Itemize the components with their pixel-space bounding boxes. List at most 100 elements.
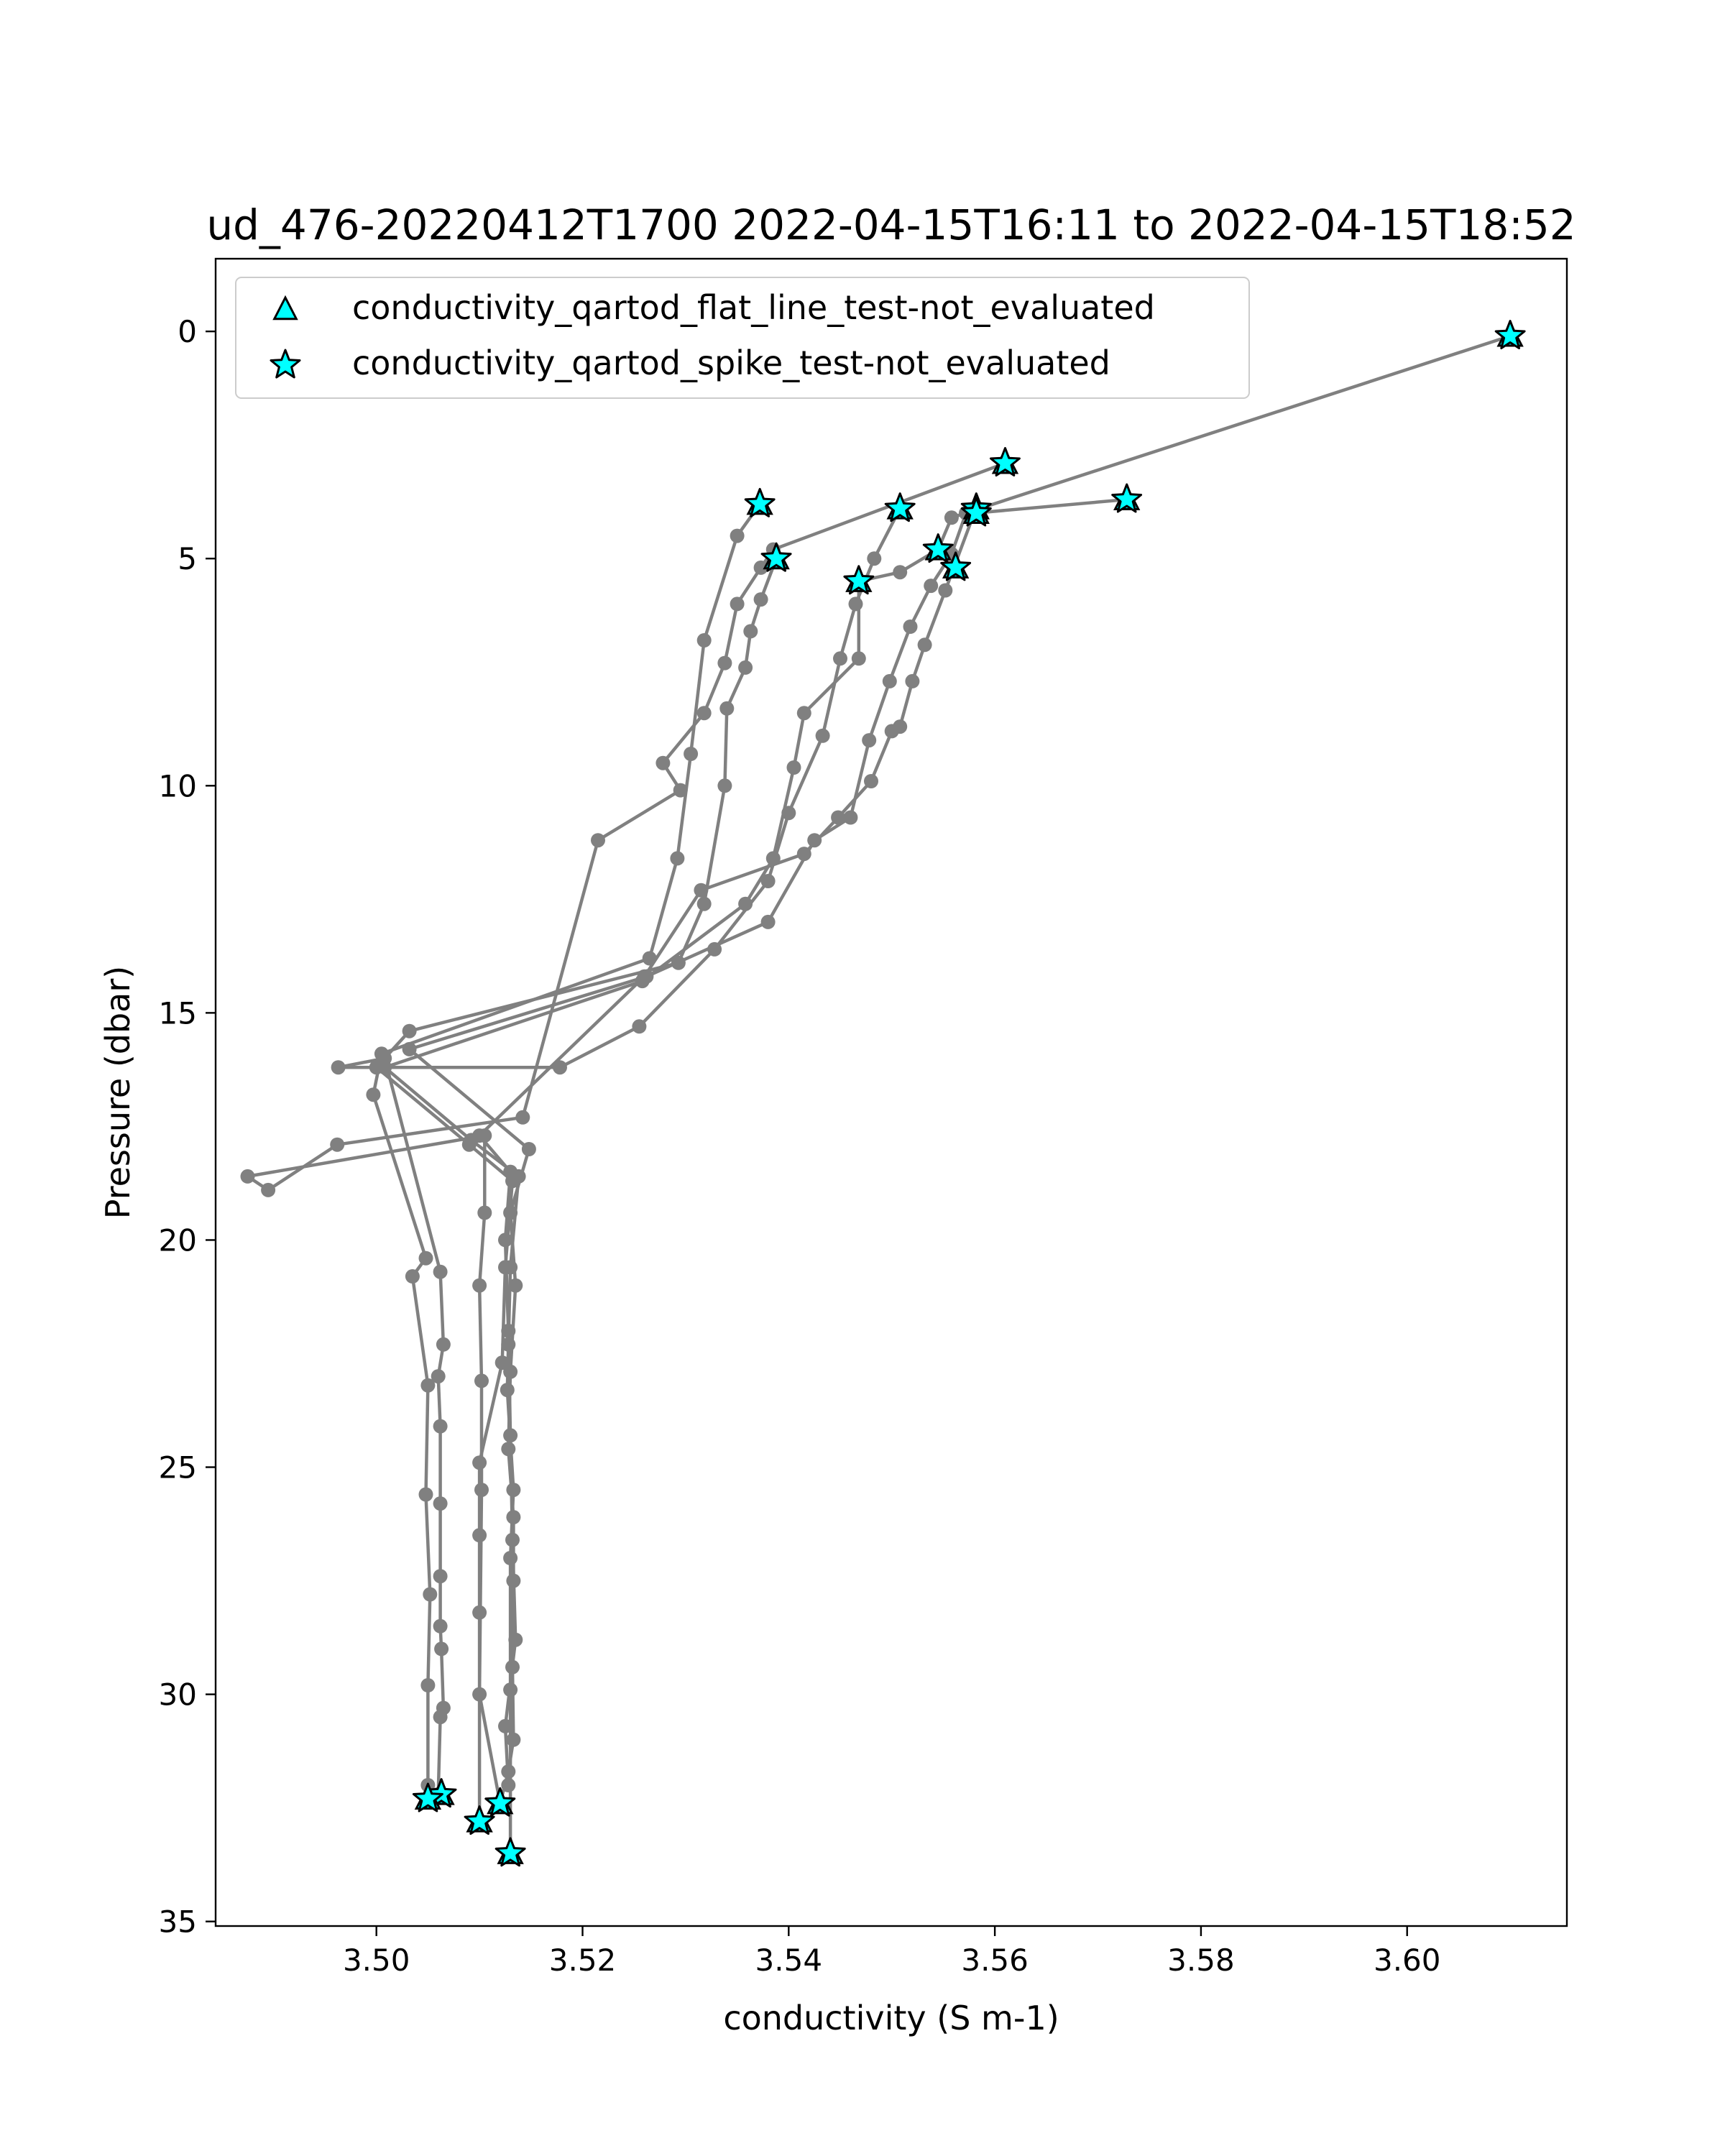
y-tick-label: 35: [159, 1904, 197, 1940]
data-point: [786, 760, 801, 775]
data-point: [843, 810, 858, 825]
spike-flag-marker: [960, 497, 992, 527]
data-point: [903, 619, 918, 634]
data-point: [694, 883, 709, 898]
spike-flag-marker: [1111, 483, 1143, 513]
data-point: [433, 1419, 448, 1434]
data-point: [506, 1732, 521, 1747]
data-point: [418, 1250, 433, 1266]
data-point: [433, 1264, 448, 1279]
data-point: [515, 1110, 530, 1125]
spike-flag-marker: [922, 533, 954, 563]
data-point: [433, 1618, 448, 1634]
x-tick-label: 3.54: [755, 1943, 823, 1978]
data-point: [464, 1133, 479, 1148]
spike-flag-marker: [1494, 320, 1526, 349]
data-point: [433, 1569, 448, 1584]
data-point: [553, 1060, 567, 1075]
data-point: [402, 1041, 417, 1056]
data-point: [472, 1528, 487, 1543]
data-point: [501, 1442, 516, 1457]
legend-star-shape: [270, 349, 301, 379]
data-point: [431, 1369, 446, 1384]
x-tick-label: 3.50: [343, 1943, 410, 1978]
data-point: [765, 851, 781, 866]
data-point: [730, 528, 745, 543]
legend-entry-spike: conductivity_qartod_spike_test-not_evalu…: [352, 344, 1110, 382]
data-point: [418, 1487, 433, 1502]
x-tick-label: 3.60: [1374, 1943, 1441, 1978]
data-point: [330, 1137, 345, 1152]
data-point: [591, 833, 605, 848]
data-point: [717, 655, 732, 671]
data-point: [472, 1278, 487, 1293]
y-axis-label: Pressure (dbar): [98, 966, 137, 1219]
data-point: [261, 1182, 276, 1197]
y-tick-label: 25: [159, 1450, 197, 1485]
data-point: [905, 673, 920, 688]
spike-flag-marker: [884, 492, 916, 522]
data-point: [366, 1087, 381, 1102]
legend: conductivity_qartod_flat_line_test-not_e…: [235, 277, 1250, 399]
data-point: [423, 1587, 438, 1602]
data-point: [472, 1687, 487, 1702]
data-point: [632, 1019, 647, 1034]
spike-flag-marker: [494, 1837, 526, 1867]
spike-flag-marker: [940, 551, 972, 581]
data-point: [402, 1023, 417, 1038]
data-point: [673, 783, 688, 798]
spike-flag-marker: [760, 542, 792, 572]
data-point: [730, 596, 745, 612]
data-point: [851, 651, 866, 666]
spike-flag-marker: [412, 1782, 443, 1812]
y-tick-label: 30: [159, 1677, 197, 1713]
data-point: [867, 551, 882, 566]
data-point: [831, 810, 846, 825]
profile-line-2: [246, 461, 1006, 1804]
data-point: [760, 914, 776, 929]
legend-triangle-marker: [272, 295, 298, 321]
y-tick-label: 10: [159, 768, 197, 803]
data-point: [719, 701, 735, 716]
data-point: [696, 706, 712, 721]
data-point: [882, 673, 897, 688]
data-point: [684, 747, 699, 761]
data-point: [477, 1205, 492, 1220]
data-point: [696, 896, 712, 911]
y-tick-label: 0: [178, 314, 197, 349]
data-point: [434, 1641, 449, 1657]
data-point: [506, 1483, 521, 1498]
data-point: [503, 1682, 518, 1697]
x-tick-label: 3.56: [961, 1943, 1029, 1978]
x-tick-label: 3.52: [549, 1943, 617, 1978]
data-point: [240, 1169, 255, 1184]
x-axis: 3.50 3.52 3.54 3.56 3.58 3.60: [343, 1926, 1441, 1978]
data-point: [472, 1455, 487, 1470]
data-point: [474, 1483, 489, 1498]
data-point: [420, 1678, 436, 1692]
y-tick-label: 20: [159, 1222, 197, 1258]
data-point: [833, 651, 847, 666]
data-point: [938, 583, 953, 598]
data-point: [498, 1233, 512, 1248]
profile-line-4: [408, 512, 968, 1804]
data-point: [331, 1060, 346, 1075]
data-point: [420, 1378, 436, 1393]
legend-entry-flat-line: conductivity_qartod_flat_line_test-not_e…: [352, 288, 1155, 327]
data-point: [924, 579, 939, 594]
data-point: [862, 733, 877, 748]
plot-area: [240, 320, 1526, 1867]
data-point: [738, 660, 753, 675]
data-point: [508, 1278, 523, 1293]
data-point: [796, 706, 811, 721]
spike-flag-marker: [990, 447, 1021, 476]
data-point: [433, 1710, 448, 1725]
spike-flag-marker: [843, 565, 875, 595]
legend-triangle-shape: [272, 295, 298, 321]
profile-line-0: [372, 503, 762, 1799]
data-point: [521, 1142, 536, 1156]
data-point: [760, 874, 776, 888]
data-point: [753, 592, 768, 607]
data-point: [696, 633, 712, 648]
y-axis: 0 5 10 15 20 25 30 35: [159, 314, 216, 1940]
